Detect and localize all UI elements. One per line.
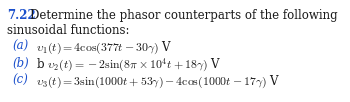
Text: $\upsilon_3(t) = 3\sin(1000t + 53°) - 4\cos(1000t - 17°)$ V: $\upsilon_3(t) = 3\sin(1000t + 53°) - 4\… (36, 74, 280, 90)
Text: (a): (a) (12, 40, 28, 53)
Text: 7.22: 7.22 (7, 9, 36, 22)
Text: (c): (c) (12, 74, 28, 87)
Text: Determine the phasor counterparts of the following: Determine the phasor counterparts of the… (30, 9, 338, 22)
Text: $\upsilon_1(t) = 4\cos(377t - 30°)$ V: $\upsilon_1(t) = 4\cos(377t - 30°)$ V (36, 40, 173, 56)
Text: sinusoidal functions:: sinusoidal functions: (7, 24, 130, 37)
Text: (b): (b) (12, 57, 29, 70)
Text: b $\upsilon_2(t) = -2\sin(8\pi \times 10^4t + 18°)$ V: b $\upsilon_2(t) = -2\sin(8\pi \times 10… (36, 57, 221, 74)
